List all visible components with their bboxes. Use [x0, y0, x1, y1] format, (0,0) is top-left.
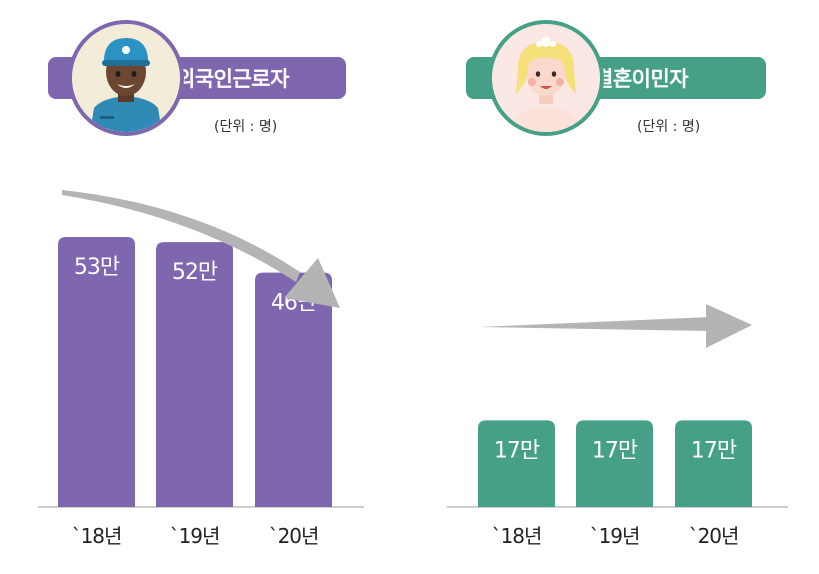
marriage-migrants-bar-0: [478, 420, 555, 507]
marriage-migrants-title: 결혼이민자: [594, 67, 689, 91]
marriage-migrants-value-label-1: 17만: [592, 438, 638, 463]
foreign-workers-bar-0: [58, 237, 135, 507]
foreign-workers-title: 외국인근로자: [176, 67, 289, 91]
marriage-migrants-tick-label-0: `18년: [492, 524, 542, 548]
marriage-migrants-value-label-2: 17만: [691, 438, 737, 463]
bride-avatar-icon: [488, 20, 604, 136]
foreign-workers-tick-label-1: `19년: [170, 524, 220, 548]
foreign-workers-bar-1: [156, 242, 233, 507]
marriage-migrants-tick-label-1: `19년: [590, 524, 640, 548]
marriage-migrants-panel: 결혼이민자 (단위 : 명): [410, 0, 819, 574]
foreign-workers-unit: (단위 : 명): [214, 119, 278, 135]
marriage-migrants-trend-arrow-icon: [480, 304, 752, 348]
foreign-workers-bar-2: [255, 272, 332, 507]
male-worker-avatar-icon: [68, 20, 184, 136]
marriage-migrants-bar-1: [576, 420, 653, 507]
foreign-workers-trend-arrow-icon: [62, 190, 340, 308]
marriage-migrants-tick-label-2: `20년: [689, 524, 739, 548]
foreign-workers-panel: 외국인근로자 (단위 : 명): [0, 0, 400, 574]
foreign-workers-value-label-0: 53만: [74, 255, 120, 280]
foreign-workers-tick-label-2: `20년: [269, 524, 319, 548]
marriage-migrants-value-label-0: 17만: [494, 438, 540, 463]
marriage-migrants-bar-2: [675, 420, 752, 507]
foreign-workers-tick-label-0: `18년: [72, 524, 122, 548]
foreign-workers-value-label-1: 52만: [172, 260, 218, 285]
marriage-migrants-unit: (단위 : 명): [637, 119, 701, 135]
